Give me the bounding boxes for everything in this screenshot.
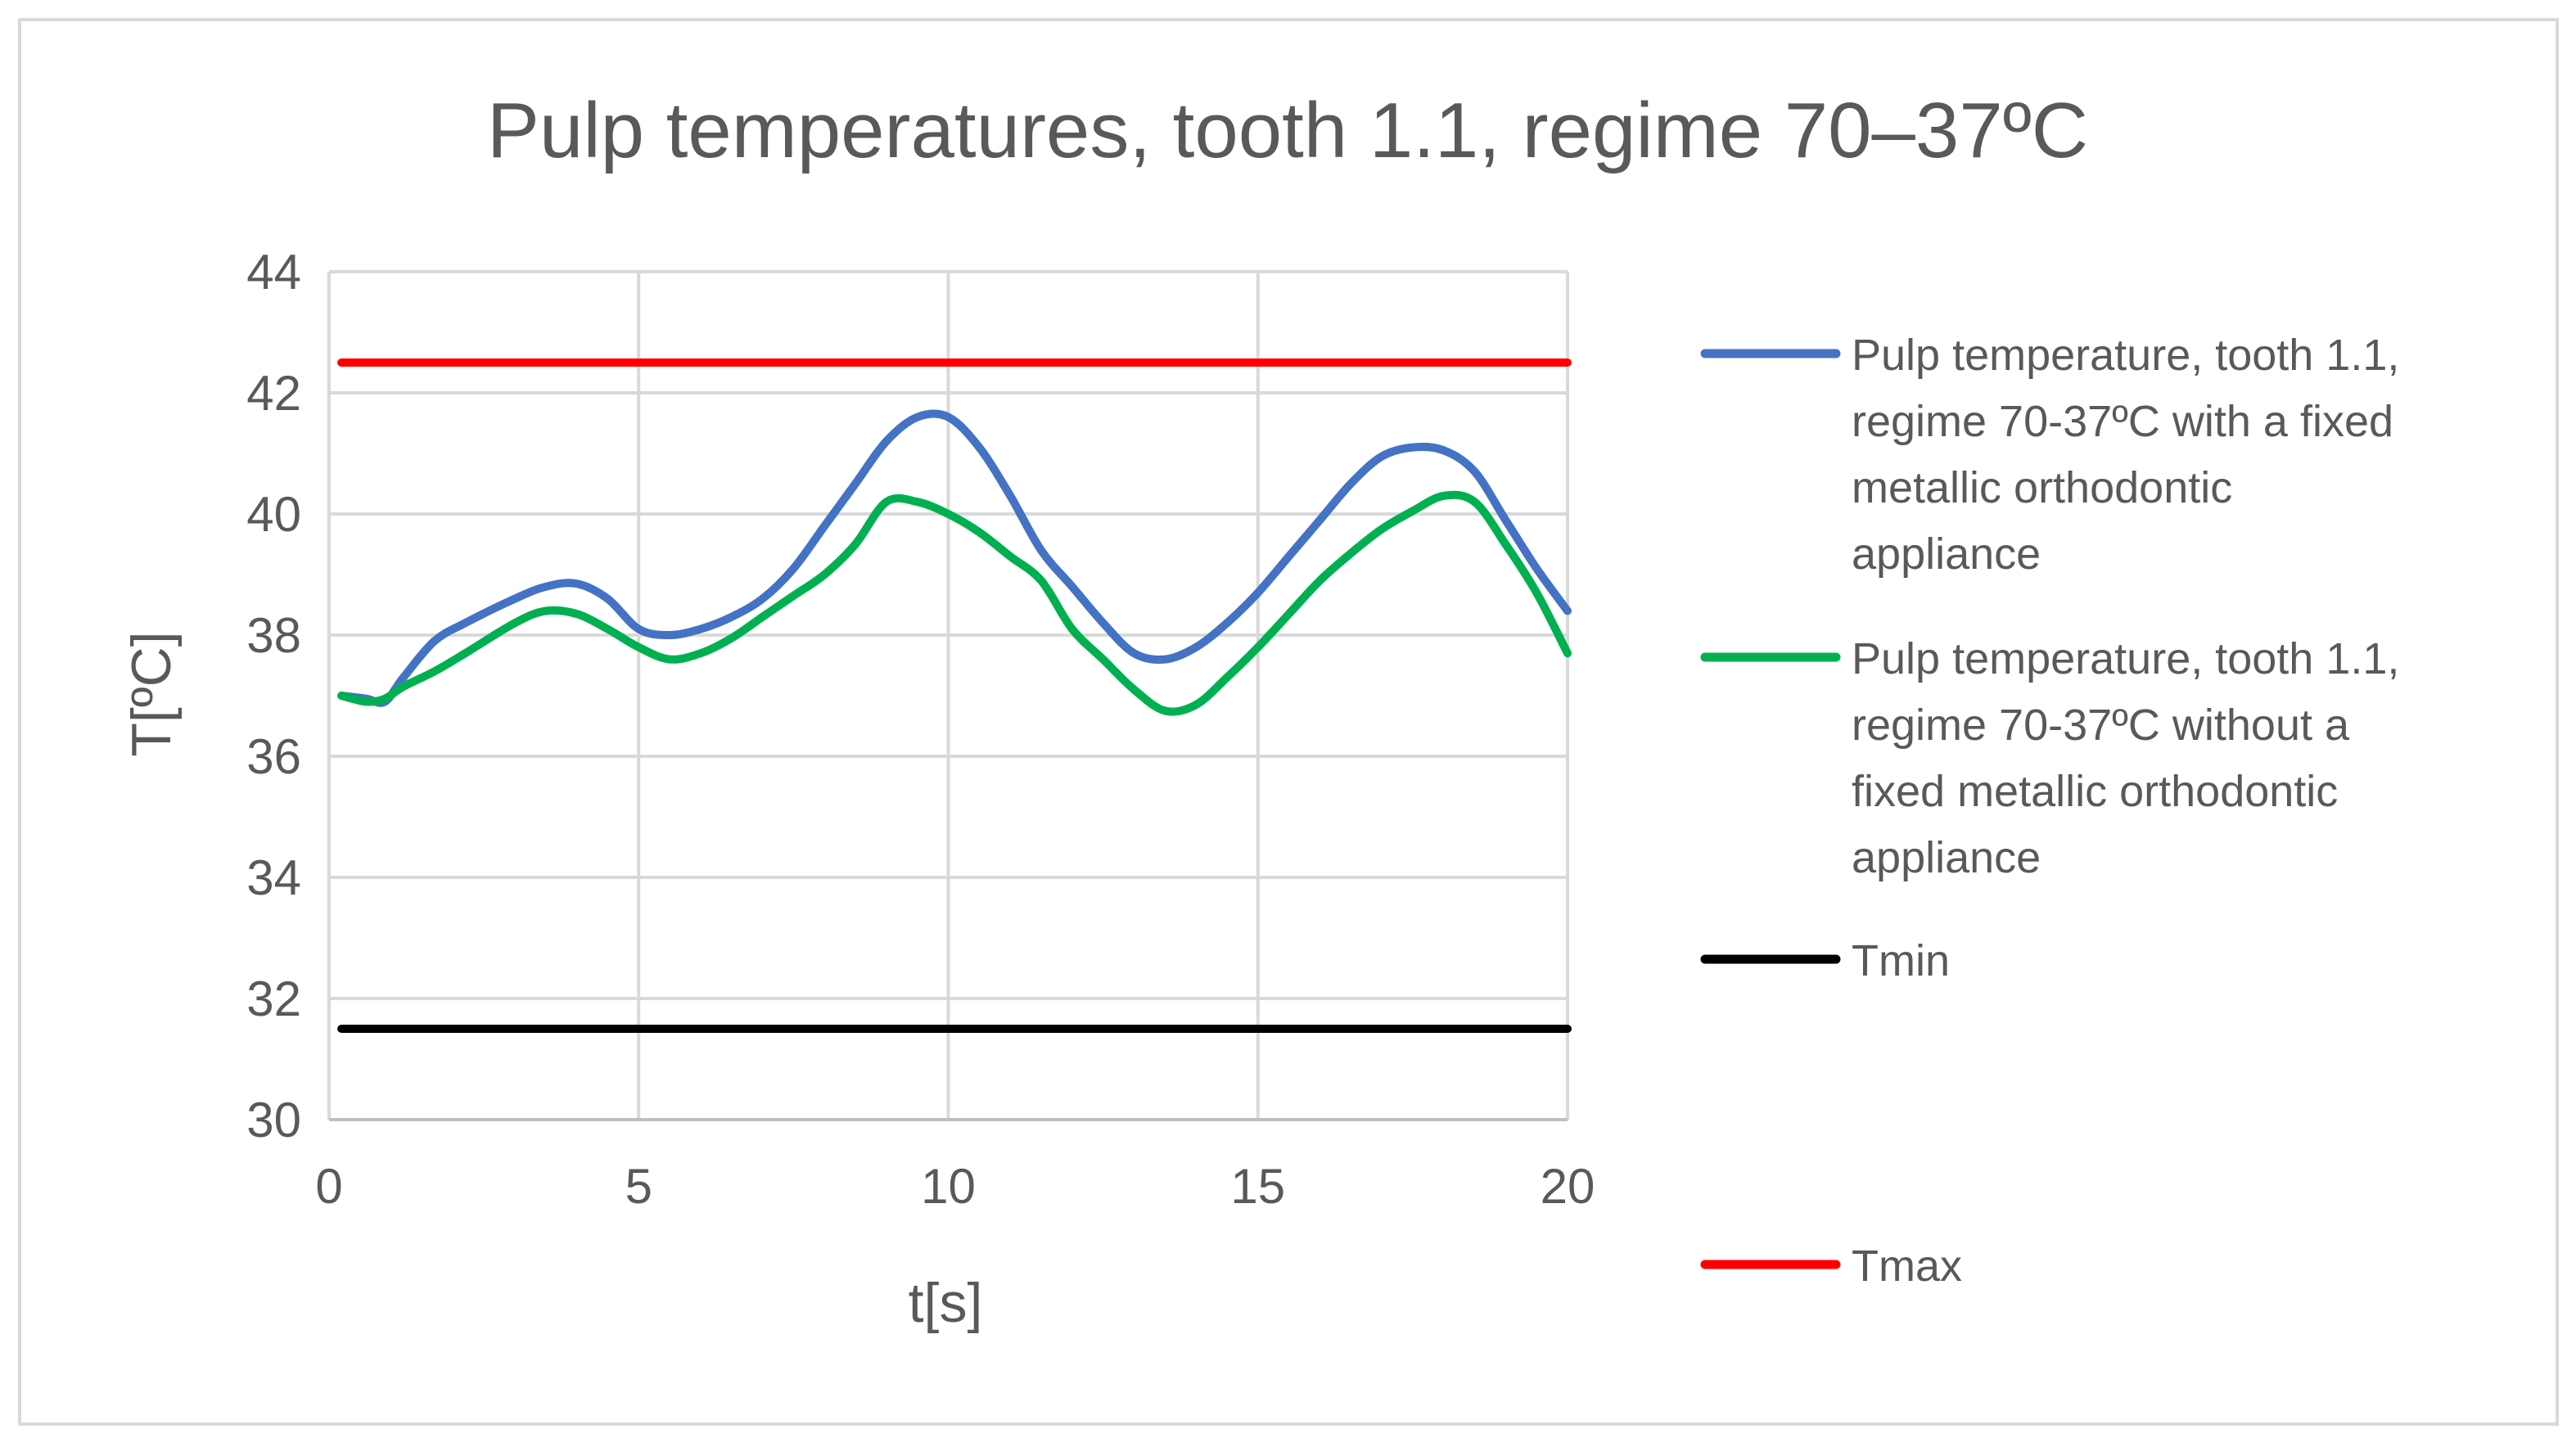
chart-frame — [18, 18, 2559, 1426]
x-tick-label: 15 — [1230, 1159, 1285, 1214]
x-tick-label: 20 — [1541, 1159, 1595, 1214]
x-axis-title: t[s] — [909, 1272, 983, 1334]
x-tick-label: 0 — [315, 1159, 342, 1214]
legend-label: appliance — [1852, 530, 2041, 579]
y-tick-label: 30 — [246, 1093, 301, 1147]
legend-label: metallic orthodontic — [1852, 463, 2232, 512]
legend-label: regime 70-37ºC with a fixed — [1852, 397, 2393, 446]
series-line-pulp-temperature-0 — [337, 409, 1572, 707]
legend-label: regime 70-37ºC without a — [1852, 701, 2350, 750]
y-axis-title: T[ºC] — [120, 631, 183, 756]
x-tick-label: 5 — [625, 1159, 652, 1214]
series-layer — [337, 358, 1572, 1034]
y-tick-label: 38 — [246, 608, 301, 663]
legend-label: appliance — [1852, 833, 2041, 882]
chart-title: Pulp temperatures, tooth 1.1, regime 70–… — [487, 87, 2088, 174]
series-line-pulp-temperature-1 — [337, 490, 1572, 716]
legend-entry: Pulp temperature, tooth 1.1, regime 70-37… — [1700, 331, 2399, 579]
y-tick-label: 44 — [246, 245, 301, 300]
legend: Pulp temperature, tooth 1.1, regime 70-37… — [1700, 331, 2399, 1291]
legend-label: Tmin — [1852, 936, 1950, 985]
y-tick-label: 42 — [246, 366, 301, 421]
legend-entry: Tmin — [1700, 936, 1950, 985]
y-tick-label: 40 — [246, 487, 301, 542]
x-tick-label: 10 — [921, 1159, 976, 1214]
legend-label: Pulp temperature, tooth 1.1, — [1852, 634, 2399, 683]
tick-layer: 30 32 34 36 38 40 42 44 0 5 10 15 20 — [246, 245, 1595, 1214]
legend-label: Pulp temperature, tooth 1.1, — [1852, 331, 2399, 380]
legend-entry: Tmax — [1700, 1242, 1962, 1291]
y-tick-label: 36 — [246, 729, 301, 784]
legend-label: fixed metallic orthodontic — [1852, 767, 2338, 816]
legend-label: Tmax — [1852, 1242, 1962, 1291]
y-tick-label: 34 — [246, 850, 301, 905]
y-tick-label: 32 — [246, 971, 301, 1026]
legend-entry: Pulp temperature, tooth 1.1, regime 70-37… — [1700, 634, 2399, 882]
